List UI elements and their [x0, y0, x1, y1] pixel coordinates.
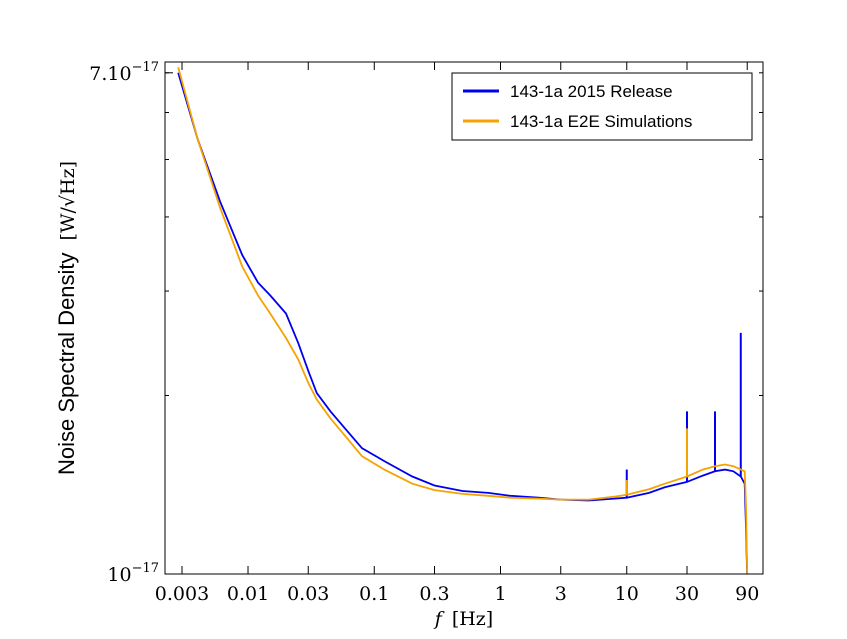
y-axis-title: Noise Spectral Density [W/√Hz]: [54, 161, 79, 475]
x-tick-label: 1: [494, 583, 506, 605]
x-axis-unit: [Hz]: [452, 608, 493, 630]
x-tick-label: 30: [675, 583, 699, 605]
plot-frame: [164, 61, 764, 575]
x-tick-label: 90: [735, 583, 759, 605]
y-tick-exponent: −17: [132, 561, 159, 576]
x-tick-label: 0.01: [227, 583, 269, 605]
y-axis-label: Noise Spectral Density: [54, 252, 79, 475]
y-tick-exponent: −17: [132, 60, 159, 75]
legend-label-e2e: 143-1a E2E Simulations: [510, 112, 692, 131]
x-axis-symbol: f: [433, 608, 445, 630]
y-tick-label: 7.10−17: [89, 60, 159, 85]
x-tick-label: 0.1: [359, 583, 389, 605]
x-tick-label: 10: [615, 583, 639, 605]
legend-box: [451, 72, 753, 141]
x-tick-label: 0.3: [419, 583, 449, 605]
legend-label-release: 143-1a 2015 Release: [510, 82, 673, 101]
y-tick-label: 10−17: [107, 561, 159, 586]
x-tick-label: 3: [555, 583, 567, 605]
plot-area: [177, 67, 749, 574]
x-tick-label: 0.003: [155, 583, 209, 605]
y-tick-base: 10: [107, 564, 131, 586]
series-line-e2e: [177, 67, 749, 574]
y-axis-unit: [W/√Hz]: [57, 161, 79, 240]
x-axis-title: f [Hz]: [433, 608, 493, 630]
x-tick-label: 0.03: [287, 583, 329, 605]
y-tick-base: 7.10: [89, 63, 131, 85]
axis-ticks: [165, 62, 763, 575]
series-line-release: [177, 72, 749, 574]
legend: 143-1a 2015 Release 143-1a E2E Simulatio…: [451, 72, 753, 141]
x-tick-labels: 0.003 0.01 0.03 0.1 0.3 1 3 10 30 90: [155, 583, 760, 605]
